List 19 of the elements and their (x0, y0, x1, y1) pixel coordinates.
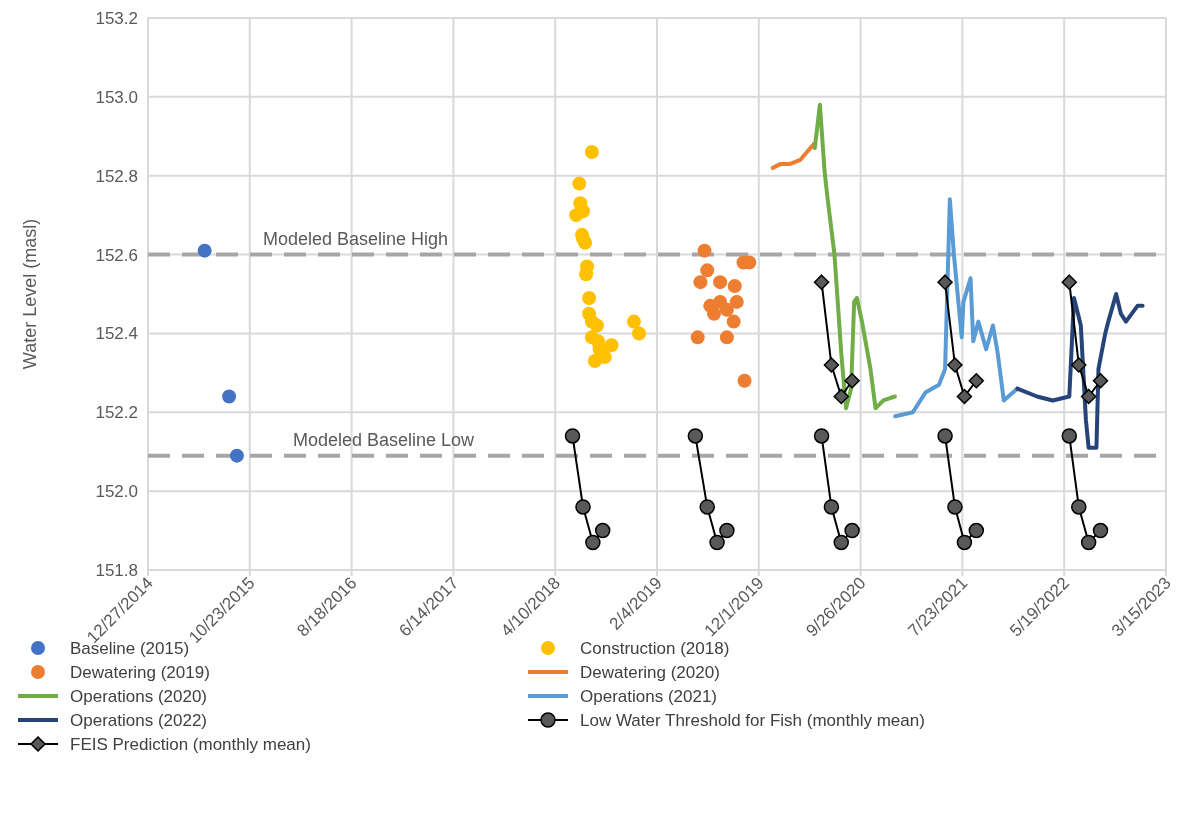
legend-label: Dewatering (2019) (70, 662, 210, 682)
y-tick-label: 151.8 (95, 560, 138, 580)
y-tick-label: 152.8 (95, 166, 138, 186)
y-axis-title: Water Level (masl) (20, 218, 40, 370)
legend-label: Operations (2022) (70, 710, 208, 730)
y-tick-label: 152.2 (95, 403, 138, 423)
y-tick-label: 153.0 (95, 87, 138, 107)
legend-label: Operations (2020) (70, 686, 208, 706)
y-tick-label: 152.4 (95, 324, 138, 344)
legend-label: FEIS Prediction (monthly mean) (70, 734, 311, 754)
ref-line-label: Modeled Baseline High (263, 228, 449, 249)
legend-label: Low Water Threshold for Fish (monthly mean) (580, 710, 925, 730)
y-tick-label: 152.0 (95, 482, 138, 502)
ref-line-label: Modeled Baseline Low (293, 429, 476, 450)
legend-label: Dewatering (2020) (580, 662, 720, 682)
y-tick-label: 152.6 (95, 245, 138, 265)
y-tick-label: 153.2 (95, 8, 138, 28)
legend-label: Construction (2018) (580, 638, 730, 658)
legend-label: Operations (2021) (580, 686, 718, 706)
